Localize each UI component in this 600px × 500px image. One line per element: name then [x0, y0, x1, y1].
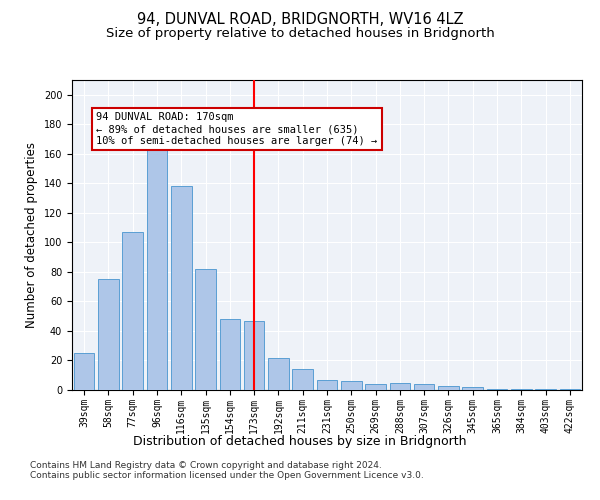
Bar	[438, 386, 459, 390]
Bar	[463, 387, 483, 390]
Bar	[244, 320, 265, 390]
Bar	[122, 232, 143, 390]
Text: Size of property relative to detached houses in Bridgnorth: Size of property relative to detached ho…	[106, 28, 494, 40]
Bar	[171, 186, 191, 390]
Bar	[268, 358, 289, 390]
Bar	[341, 381, 362, 390]
Bar	[292, 370, 313, 390]
Bar	[220, 319, 240, 390]
Bar	[414, 384, 434, 390]
Bar	[487, 388, 508, 390]
Y-axis label: Number of detached properties: Number of detached properties	[25, 142, 38, 328]
Bar	[74, 353, 94, 390]
Bar	[195, 269, 216, 390]
Text: 94 DUNVAL ROAD: 170sqm
← 89% of detached houses are smaller (635)
10% of semi-de: 94 DUNVAL ROAD: 170sqm ← 89% of detached…	[96, 112, 377, 146]
Bar	[535, 388, 556, 390]
Bar	[511, 388, 532, 390]
Bar	[365, 384, 386, 390]
Text: Distribution of detached houses by size in Bridgnorth: Distribution of detached houses by size …	[133, 435, 467, 448]
Bar	[560, 388, 580, 390]
Bar	[98, 280, 119, 390]
Bar	[389, 382, 410, 390]
Text: 94, DUNVAL ROAD, BRIDGNORTH, WV16 4LZ: 94, DUNVAL ROAD, BRIDGNORTH, WV16 4LZ	[137, 12, 463, 28]
Bar	[317, 380, 337, 390]
Text: Contains HM Land Registry data © Crown copyright and database right 2024.
Contai: Contains HM Land Registry data © Crown c…	[30, 460, 424, 480]
Bar	[146, 146, 167, 390]
